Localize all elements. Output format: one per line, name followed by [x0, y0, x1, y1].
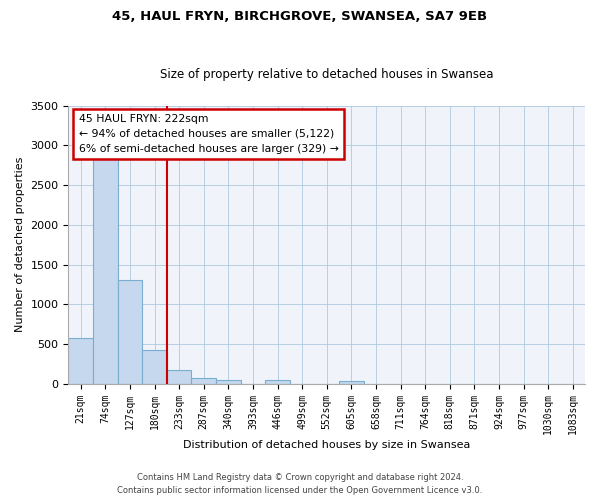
- Title: Size of property relative to detached houses in Swansea: Size of property relative to detached ho…: [160, 68, 493, 81]
- Bar: [93, 154, 118, 384]
- Text: Contains HM Land Registry data © Crown copyright and database right 2024.
Contai: Contains HM Land Registry data © Crown c…: [118, 473, 482, 495]
- Y-axis label: Number of detached properties: Number of detached properties: [15, 157, 25, 332]
- Text: 45, HAUL FRYN, BIRCHGROVE, SWANSEA, SA7 9EB: 45, HAUL FRYN, BIRCHGROVE, SWANSEA, SA7 …: [112, 10, 488, 23]
- Bar: [265, 380, 290, 384]
- Text: 45 HAUL FRYN: 222sqm
← 94% of detached houses are smaller (5,122)
6% of semi-det: 45 HAUL FRYN: 222sqm ← 94% of detached h…: [79, 114, 338, 154]
- Bar: [339, 381, 364, 384]
- Bar: [68, 338, 93, 384]
- Bar: [167, 370, 191, 384]
- Bar: [142, 350, 167, 384]
- Bar: [191, 378, 216, 384]
- Bar: [118, 280, 142, 384]
- X-axis label: Distribution of detached houses by size in Swansea: Distribution of detached houses by size …: [183, 440, 470, 450]
- Bar: [216, 380, 241, 384]
